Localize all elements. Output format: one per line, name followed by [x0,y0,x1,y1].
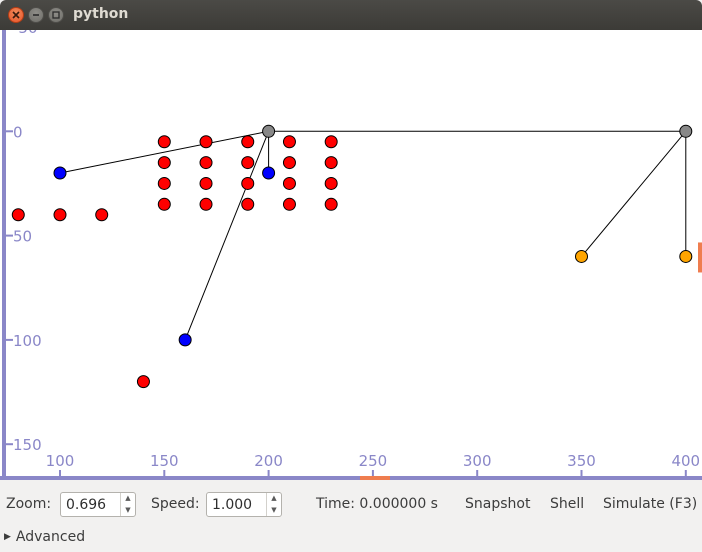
body-point[interactable] [199,176,213,190]
body-point[interactable] [282,135,296,149]
y-tick-label: 0 [13,123,23,141]
zoom-increment-button[interactable]: ▲ [125,494,131,503]
x-view-marker [359,476,390,480]
speed-label: Speed: [151,496,200,512]
body-point[interactable] [157,176,171,190]
body-point[interactable] [157,197,171,211]
body-point[interactable] [95,208,109,222]
y-tick-label: 100 [13,332,42,350]
body-point[interactable] [53,166,67,180]
link-line [184,131,270,341]
body-point[interactable] [199,197,213,211]
body-point[interactable] [324,156,338,170]
body-point[interactable] [282,176,296,190]
body-point[interactable] [282,197,296,211]
link-line [59,130,269,174]
zoom-spinbox[interactable]: ▲ ▼ [60,492,136,517]
body-point[interactable] [575,249,588,263]
body-point[interactable] [199,156,213,170]
window-title: python [73,6,129,22]
control-bar: Zoom: ▲ ▼ Speed: ▲ ▼ Time: 0.000000 s Sn… [0,482,702,526]
minimize-icon [33,14,39,16]
body-point[interactable] [324,135,338,149]
speed-spinbox[interactable]: ▲ ▼ [206,492,282,517]
body-point[interactable] [241,176,255,190]
x-tick-label: 100 [46,452,75,470]
zoom-label: Zoom: [6,496,52,512]
body-point[interactable] [241,156,255,170]
close-icon [12,11,20,19]
maximize-icon [52,11,60,19]
speed-increment-button[interactable]: ▲ [271,494,277,503]
body-point[interactable] [241,197,255,211]
speed-input[interactable] [207,493,266,516]
snapshot-button[interactable]: Snapshot [465,496,531,512]
y-tick-label: 150 [13,436,42,454]
minimize-window-button[interactable] [28,7,44,23]
body-point[interactable] [241,135,255,149]
body-point[interactable] [157,135,171,149]
zoom-decrement-button[interactable]: ▼ [125,505,131,514]
x-tick-label: 250 [359,452,388,470]
y-view-marker [698,242,702,273]
maximize-window-button[interactable] [48,7,64,23]
body-point[interactable] [53,208,67,222]
body-point[interactable] [282,156,296,170]
expander-arrow-icon: ▶ [4,532,11,542]
body-point[interactable] [199,135,213,149]
close-window-button[interactable] [8,7,24,23]
body-point[interactable] [178,333,192,347]
zoom-input[interactable] [61,493,120,516]
y-tick-label: 50 [13,228,32,246]
title-bar: python [0,0,702,30]
advanced-expander[interactable]: ▶ Advanced [4,529,85,545]
body-point[interactable] [324,176,338,190]
body-point[interactable] [679,124,693,138]
x-tick-label: 400 [671,452,700,470]
x-tick-label: 150 [150,452,179,470]
simulate-button[interactable]: Simulate (F3) [603,496,698,512]
time-readout: Time: 0.000000 s [316,496,438,512]
shell-button[interactable]: Shell [550,496,585,512]
body-point[interactable] [679,249,693,263]
link-line [581,130,687,257]
body-point[interactable] [262,124,276,138]
body-point[interactable] [11,208,25,222]
body-point[interactable] [136,375,150,389]
body-point[interactable] [324,197,338,211]
speed-decrement-button[interactable]: ▼ [271,505,277,514]
body-point[interactable] [157,156,171,170]
advanced-label: Advanced [15,529,86,545]
x-tick-label: 350 [567,452,596,470]
y-tick-label: -50 [13,30,38,37]
body-point[interactable] [262,166,276,180]
x-tick-label: 300 [463,452,492,470]
x-tick-label: 200 [254,452,283,470]
